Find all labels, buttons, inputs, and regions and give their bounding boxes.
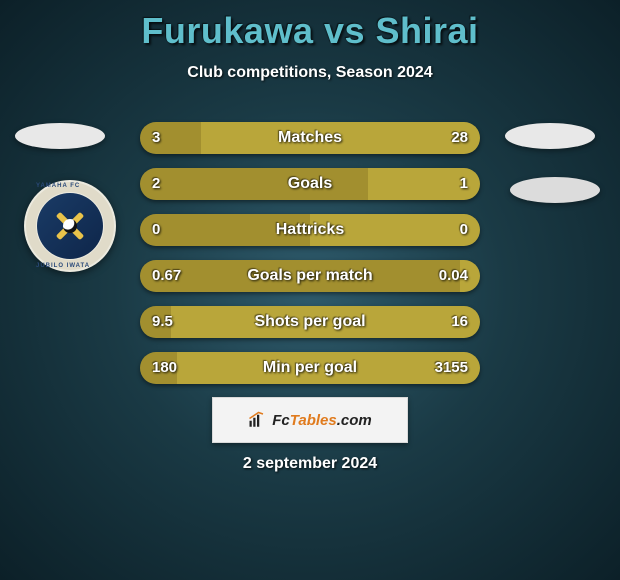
stat-bar-left xyxy=(140,306,171,338)
stat-bar-right xyxy=(201,122,480,154)
stat-row: 0.670.04Goals per match xyxy=(140,260,480,292)
stat-row: 1803155Min per goal xyxy=(140,352,480,384)
stats-container: 328Matches 21Goals 00Hattricks 0.670.04Goal… xyxy=(140,122,480,398)
source-attribution: FcTables.com xyxy=(212,397,408,443)
stat-bar-left xyxy=(140,214,310,246)
stat-bar-left xyxy=(140,352,177,384)
badge-top-text: YAMAHA FC xyxy=(36,183,80,189)
snapshot-date: 2 september 2024 xyxy=(0,455,620,473)
fctables-logo-icon xyxy=(248,411,266,429)
stat-bar-right xyxy=(368,168,480,200)
club-badge-inner: YAMAHA FC JUBILO IWATA xyxy=(37,193,103,259)
brand-tld: .com xyxy=(337,412,372,429)
stat-bar-right xyxy=(460,260,480,292)
badge-bottom-text: JUBILO IWATA xyxy=(36,263,90,269)
page-subtitle: Club competitions, Season 2024 xyxy=(0,64,620,82)
stat-row: 328Matches xyxy=(140,122,480,154)
comparison-infographic: Furukawa vs Shirai Club competitions, Se… xyxy=(0,0,620,580)
stat-bar-right xyxy=(171,306,480,338)
club-badge-ball-icon xyxy=(63,219,77,233)
brand-prefix: Fc xyxy=(272,412,290,429)
stat-row: 9.516Shots per goal xyxy=(140,306,480,338)
club-right-placeholder-icon xyxy=(510,177,600,203)
stat-row: 00Hattricks xyxy=(140,214,480,246)
stat-bar-left xyxy=(140,168,368,200)
player-left-placeholder-icon xyxy=(15,123,105,149)
stat-bar-left xyxy=(140,260,460,292)
stat-row: 21Goals xyxy=(140,168,480,200)
stat-bar-left xyxy=(140,122,201,154)
stat-bar-right xyxy=(177,352,480,384)
page-title: Furukawa vs Shirai xyxy=(0,0,620,52)
club-badge-left: YAMAHA FC JUBILO IWATA xyxy=(24,180,116,272)
player-right-placeholder-icon xyxy=(505,123,595,149)
brand-suffix: Tables xyxy=(290,412,337,429)
stat-bar-right xyxy=(310,214,480,246)
fctables-brand: FcTables.com xyxy=(272,412,372,429)
